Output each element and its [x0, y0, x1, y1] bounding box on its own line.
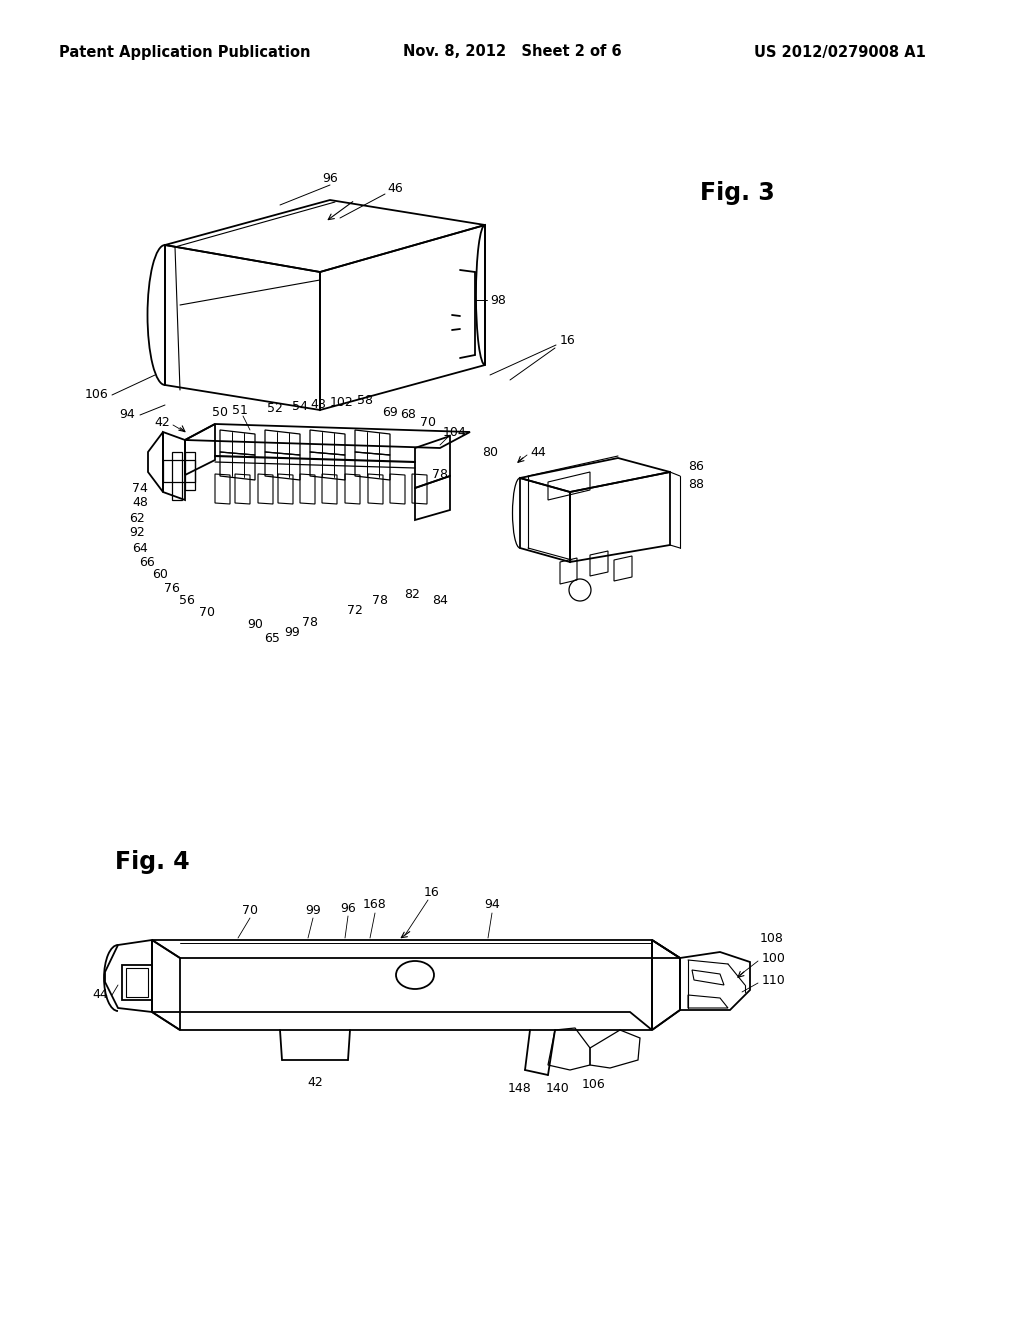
Text: US 2012/0279008 A1: US 2012/0279008 A1	[754, 45, 926, 59]
Text: 51: 51	[232, 404, 248, 417]
Text: 92: 92	[129, 527, 145, 540]
Text: 69: 69	[382, 405, 398, 418]
Text: 42: 42	[307, 1076, 323, 1089]
Text: 78: 78	[372, 594, 388, 606]
Text: 100: 100	[762, 952, 785, 965]
Text: 140: 140	[546, 1081, 570, 1094]
Text: 99: 99	[284, 626, 300, 639]
Text: 99: 99	[305, 903, 321, 916]
Text: 50: 50	[212, 405, 228, 418]
Text: 66: 66	[139, 556, 155, 569]
Text: 60: 60	[153, 569, 168, 582]
Text: 94: 94	[119, 408, 135, 421]
Text: Nov. 8, 2012   Sheet 2 of 6: Nov. 8, 2012 Sheet 2 of 6	[402, 45, 622, 59]
Text: 168: 168	[364, 899, 387, 912]
Text: 84: 84	[432, 594, 447, 606]
Text: 96: 96	[340, 902, 356, 915]
Text: Fig. 3: Fig. 3	[700, 181, 775, 205]
Text: 52: 52	[267, 401, 283, 414]
Text: 70: 70	[199, 606, 215, 619]
Text: 16: 16	[560, 334, 575, 346]
Text: 65: 65	[264, 631, 280, 644]
Text: 106: 106	[582, 1078, 606, 1092]
Text: 86: 86	[688, 459, 703, 473]
Text: Fig. 4: Fig. 4	[115, 850, 189, 874]
Text: 104: 104	[443, 425, 467, 438]
Text: 70: 70	[420, 416, 436, 429]
Text: 94: 94	[484, 899, 500, 912]
Text: 82: 82	[404, 589, 420, 602]
Text: 148: 148	[508, 1081, 531, 1094]
Text: 74: 74	[132, 482, 148, 495]
Text: 88: 88	[688, 479, 705, 491]
Text: 78: 78	[432, 467, 449, 480]
Text: 90: 90	[247, 619, 263, 631]
Text: 76: 76	[164, 582, 180, 594]
Text: 64: 64	[132, 541, 148, 554]
Text: 110: 110	[762, 974, 785, 986]
Text: 48: 48	[132, 495, 148, 508]
Text: 78: 78	[302, 615, 318, 628]
Text: 44: 44	[92, 989, 108, 1002]
Text: 46: 46	[387, 181, 402, 194]
Text: 72: 72	[347, 603, 362, 616]
Text: 98: 98	[490, 293, 506, 306]
Text: 108: 108	[760, 932, 784, 945]
Text: 48: 48	[310, 399, 326, 412]
Text: 16: 16	[424, 886, 440, 899]
Text: 54: 54	[292, 400, 308, 412]
Text: 56: 56	[179, 594, 195, 606]
Text: Patent Application Publication: Patent Application Publication	[59, 45, 310, 59]
Text: 106: 106	[84, 388, 108, 401]
Text: 42: 42	[155, 416, 170, 429]
Text: 58: 58	[357, 393, 373, 407]
Text: 102: 102	[330, 396, 354, 408]
Text: 68: 68	[400, 408, 416, 421]
Text: 44: 44	[530, 446, 546, 458]
Text: 96: 96	[323, 172, 338, 185]
Text: 70: 70	[242, 903, 258, 916]
Text: 62: 62	[129, 511, 145, 524]
Text: 80: 80	[482, 446, 498, 458]
